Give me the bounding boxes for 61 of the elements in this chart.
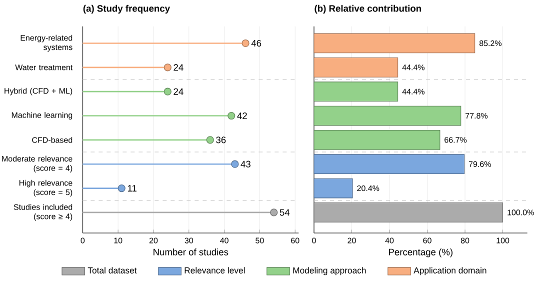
point xyxy=(118,184,126,192)
data-label: 54 xyxy=(280,209,290,216)
x-tick-label: 40 xyxy=(220,238,228,244)
point xyxy=(164,88,172,96)
x-axis-title: Number of studies xyxy=(154,248,228,256)
data-label: 85.2% xyxy=(479,40,502,46)
data-label: 42 xyxy=(237,112,247,120)
x-axis-title: Percentage (%) xyxy=(389,248,452,258)
point xyxy=(164,64,172,72)
data-label: 66.7% xyxy=(444,137,467,143)
x-tick-label: 60 xyxy=(291,238,300,244)
data-label: 24 xyxy=(174,88,184,95)
data-label: 79.6% xyxy=(468,161,491,167)
bar xyxy=(314,82,398,102)
y-tick-label: Studies included (score ≥ 4) xyxy=(14,204,72,221)
bar xyxy=(314,178,353,198)
y-tick-label: Water treatment xyxy=(15,64,73,70)
legend-label: Total dataset xyxy=(88,267,137,274)
legend-label: Application domain xyxy=(414,267,486,276)
bar xyxy=(314,57,398,78)
point xyxy=(270,208,278,216)
x-tick-label: 10 xyxy=(114,238,122,244)
bar xyxy=(314,154,465,174)
x-tick-label: 20 xyxy=(149,238,158,244)
x-tick-label: 30 xyxy=(184,238,194,244)
data-label: 100.0% xyxy=(508,210,534,216)
x-tick-label: 100 xyxy=(496,238,510,244)
x-tick-label: 40 xyxy=(385,238,394,244)
data-label: 43 xyxy=(240,160,250,168)
data-label: 20.4% xyxy=(357,185,380,192)
bar xyxy=(314,106,462,126)
chart-title: (b) Relative contribution xyxy=(314,4,422,14)
data-label: 46 xyxy=(251,40,262,47)
point xyxy=(231,160,239,168)
bar xyxy=(314,202,504,222)
y-tick-label: Moderate relevance (score = 4) xyxy=(2,156,72,172)
point xyxy=(228,112,236,120)
y-tick-label: Hybrid (CFD + ML) xyxy=(4,88,72,96)
data-label: 77.8% xyxy=(466,112,488,119)
x-tick-label: 80 xyxy=(460,238,470,244)
chart-title: (a) Study frequency xyxy=(83,4,170,14)
legend-label: Relevance level xyxy=(184,267,245,274)
y-tick-label: Machine learning xyxy=(12,112,72,120)
y-tick-label: Energy-related systems xyxy=(20,34,72,52)
point xyxy=(242,39,250,48)
legend-label: Modeling approach xyxy=(293,267,366,276)
x-tick-label: 0 xyxy=(312,238,316,244)
data-label: 36 xyxy=(216,136,226,144)
y-tick-label: CFD-based xyxy=(32,136,72,143)
data-label: 24 xyxy=(174,64,184,71)
x-tick-label: 20 xyxy=(348,238,356,244)
data-label: 44.4% xyxy=(402,88,424,94)
x-tick-label: 60 xyxy=(423,238,432,244)
point xyxy=(206,136,214,144)
x-tick-label: 50 xyxy=(256,238,264,244)
x-tick-label: 0 xyxy=(80,238,85,244)
data-label: 11 xyxy=(128,185,136,192)
data-label: 44.4% xyxy=(402,64,424,70)
bar xyxy=(314,130,440,150)
y-tick-label: High relevance (score = 5) xyxy=(19,180,72,197)
bar xyxy=(314,33,476,54)
